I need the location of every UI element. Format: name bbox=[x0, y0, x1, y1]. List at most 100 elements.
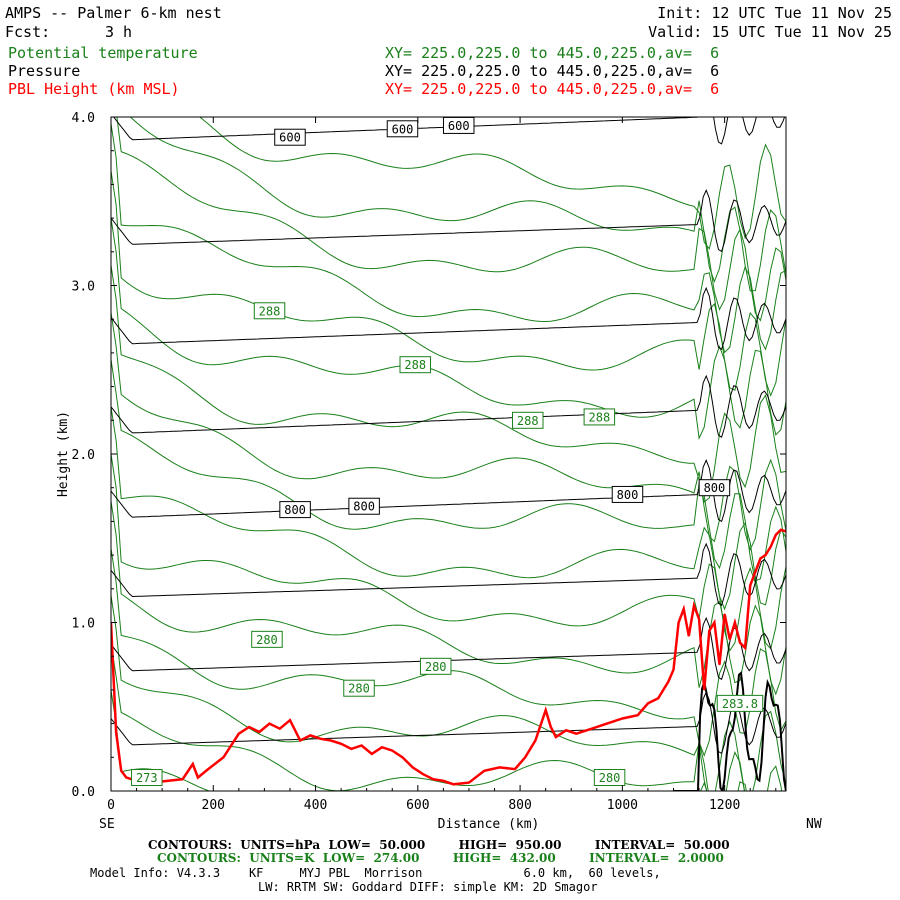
theta-contour-line bbox=[111, 312, 786, 551]
pressure-label-box bbox=[279, 501, 311, 519]
pbl-height-point bbox=[222, 756, 225, 758]
pbl-height-point bbox=[591, 728, 593, 730]
contour-labels: 600 600 600 800 800 800 800 288 288 288 288 280 280 2… bbox=[131, 116, 764, 787]
theta-label: 288 bbox=[517, 414, 539, 428]
theta-contour-line bbox=[111, 218, 786, 440]
pressure-label-box bbox=[386, 120, 419, 138]
theta-contour-line bbox=[199, 117, 786, 250]
theta-label: 280 bbox=[425, 660, 447, 674]
x-end-label-left: SE bbox=[99, 817, 115, 832]
pbl-height-point bbox=[718, 664, 721, 666]
x-tick-label: 800 bbox=[508, 798, 531, 813]
pbl-height-point bbox=[565, 729, 567, 731]
pbl-height-point bbox=[483, 770, 485, 772]
pbl-height-point bbox=[432, 778, 434, 780]
pbl-height-series bbox=[111, 528, 786, 786]
theta-label-box bbox=[512, 411, 544, 429]
theta-label: 280 bbox=[348, 682, 370, 696]
pbl-height-point bbox=[350, 748, 352, 750]
forecast-value: 3 h bbox=[105, 23, 133, 41]
pbl-height-point bbox=[381, 746, 383, 748]
x-tick-label: 400 bbox=[304, 798, 327, 813]
theta-contour-line bbox=[111, 123, 786, 354]
theta-label-box bbox=[253, 302, 286, 320]
theta-label-box bbox=[583, 408, 616, 426]
theta-label-box bbox=[593, 769, 626, 787]
pbl-height-point bbox=[192, 763, 194, 765]
pbl-height-point bbox=[401, 756, 404, 758]
theta-contours bbox=[111, 117, 786, 791]
chart-title: AMPS -- Palmer 6-km nest bbox=[5, 4, 222, 22]
pressure-label: 800 bbox=[704, 481, 726, 495]
theta-contour-line bbox=[111, 501, 786, 696]
terrain-line bbox=[673, 671, 786, 791]
pbl-height-point bbox=[637, 714, 639, 716]
pbl-height-point bbox=[120, 770, 122, 772]
theta-label: 283.8 bbox=[722, 697, 758, 711]
pbl-height-point bbox=[703, 689, 705, 691]
theta-contour-line bbox=[111, 170, 786, 397]
pbl-height-point bbox=[166, 780, 168, 782]
x-tick-label: 1200 bbox=[709, 798, 740, 813]
y-axis-label: Height (km) bbox=[56, 411, 71, 497]
pressure-contour-600 bbox=[113, 117, 786, 145]
pbl-height-point bbox=[759, 557, 762, 560]
pressure-contours bbox=[111, 117, 786, 755]
pbl-height-point bbox=[678, 621, 680, 624]
pbl-height-point bbox=[672, 669, 675, 671]
theta-contour-line bbox=[111, 453, 786, 652]
x-tick-label: 600 bbox=[406, 798, 429, 813]
pbl-height-point bbox=[683, 608, 685, 610]
pbl-height-point bbox=[115, 731, 117, 733]
pbl-height-point bbox=[729, 638, 731, 640]
pbl-height-point bbox=[391, 749, 393, 752]
theta-label: 280 bbox=[599, 771, 621, 785]
theta-label-box bbox=[131, 769, 163, 787]
pbl-height-point bbox=[181, 778, 184, 780]
pressure-contour-800 bbox=[111, 459, 786, 523]
pbl-height-point bbox=[309, 734, 312, 736]
pbl-height-point bbox=[657, 697, 659, 699]
pbl-height-point bbox=[207, 768, 209, 770]
field-name-pbl: PBL Height (km MSL) bbox=[8, 80, 180, 98]
pbl-height-point bbox=[555, 736, 557, 738]
pressure-contour-700 bbox=[111, 286, 786, 351]
pbl-height-point bbox=[299, 739, 301, 742]
pbl-height-point bbox=[764, 554, 767, 556]
pbl-height-point bbox=[125, 776, 127, 779]
pbl-height-point bbox=[713, 621, 716, 624]
axes: 0 200 400 600 800 1000 1200 0.0 1.0 2.0 3.0 4.0 Dist… bbox=[56, 111, 822, 832]
pbl-height-point bbox=[499, 766, 501, 769]
pbl-height-point bbox=[708, 630, 710, 632]
x-axis-label: Distance (km) bbox=[438, 817, 540, 832]
plot-frame bbox=[110, 116, 787, 792]
pbl-height-point bbox=[238, 733, 240, 735]
pbl-height-point bbox=[514, 768, 516, 770]
theta-label: 280 bbox=[256, 633, 278, 647]
x-tick-label: 0 bbox=[107, 798, 115, 813]
pbl-height-point bbox=[621, 717, 623, 720]
pbl-height-point bbox=[340, 743, 342, 745]
pbl-height-point bbox=[258, 731, 260, 733]
pressure-label: 800 bbox=[353, 500, 375, 514]
pbl-height-point bbox=[734, 621, 736, 624]
pbl-height-point bbox=[320, 738, 322, 740]
pbl-height-point bbox=[279, 728, 281, 730]
pressure-label-box bbox=[611, 485, 644, 503]
theta-contour-line bbox=[111, 265, 786, 504]
pbl-height-point bbox=[468, 781, 470, 784]
terrain-black bbox=[673, 671, 786, 791]
y-tick-label: 1.0 bbox=[72, 617, 95, 632]
pressure-contour-850 bbox=[111, 542, 786, 606]
pbl-height-point bbox=[371, 753, 373, 755]
pressure-label: 600 bbox=[392, 122, 414, 136]
pbl-height-point bbox=[775, 534, 777, 536]
pbl-height-point bbox=[744, 647, 746, 649]
footer-contours-hpa: CONTOURS: UNITS=hPa LOW= 50.000 HIGH= 95… bbox=[148, 838, 730, 852]
pressure-label-box bbox=[698, 479, 731, 497]
pbl-height-point bbox=[330, 739, 332, 742]
pbl-height-point bbox=[442, 780, 444, 782]
pbl-height-point bbox=[197, 776, 199, 779]
theta-contour-line bbox=[111, 359, 786, 582]
